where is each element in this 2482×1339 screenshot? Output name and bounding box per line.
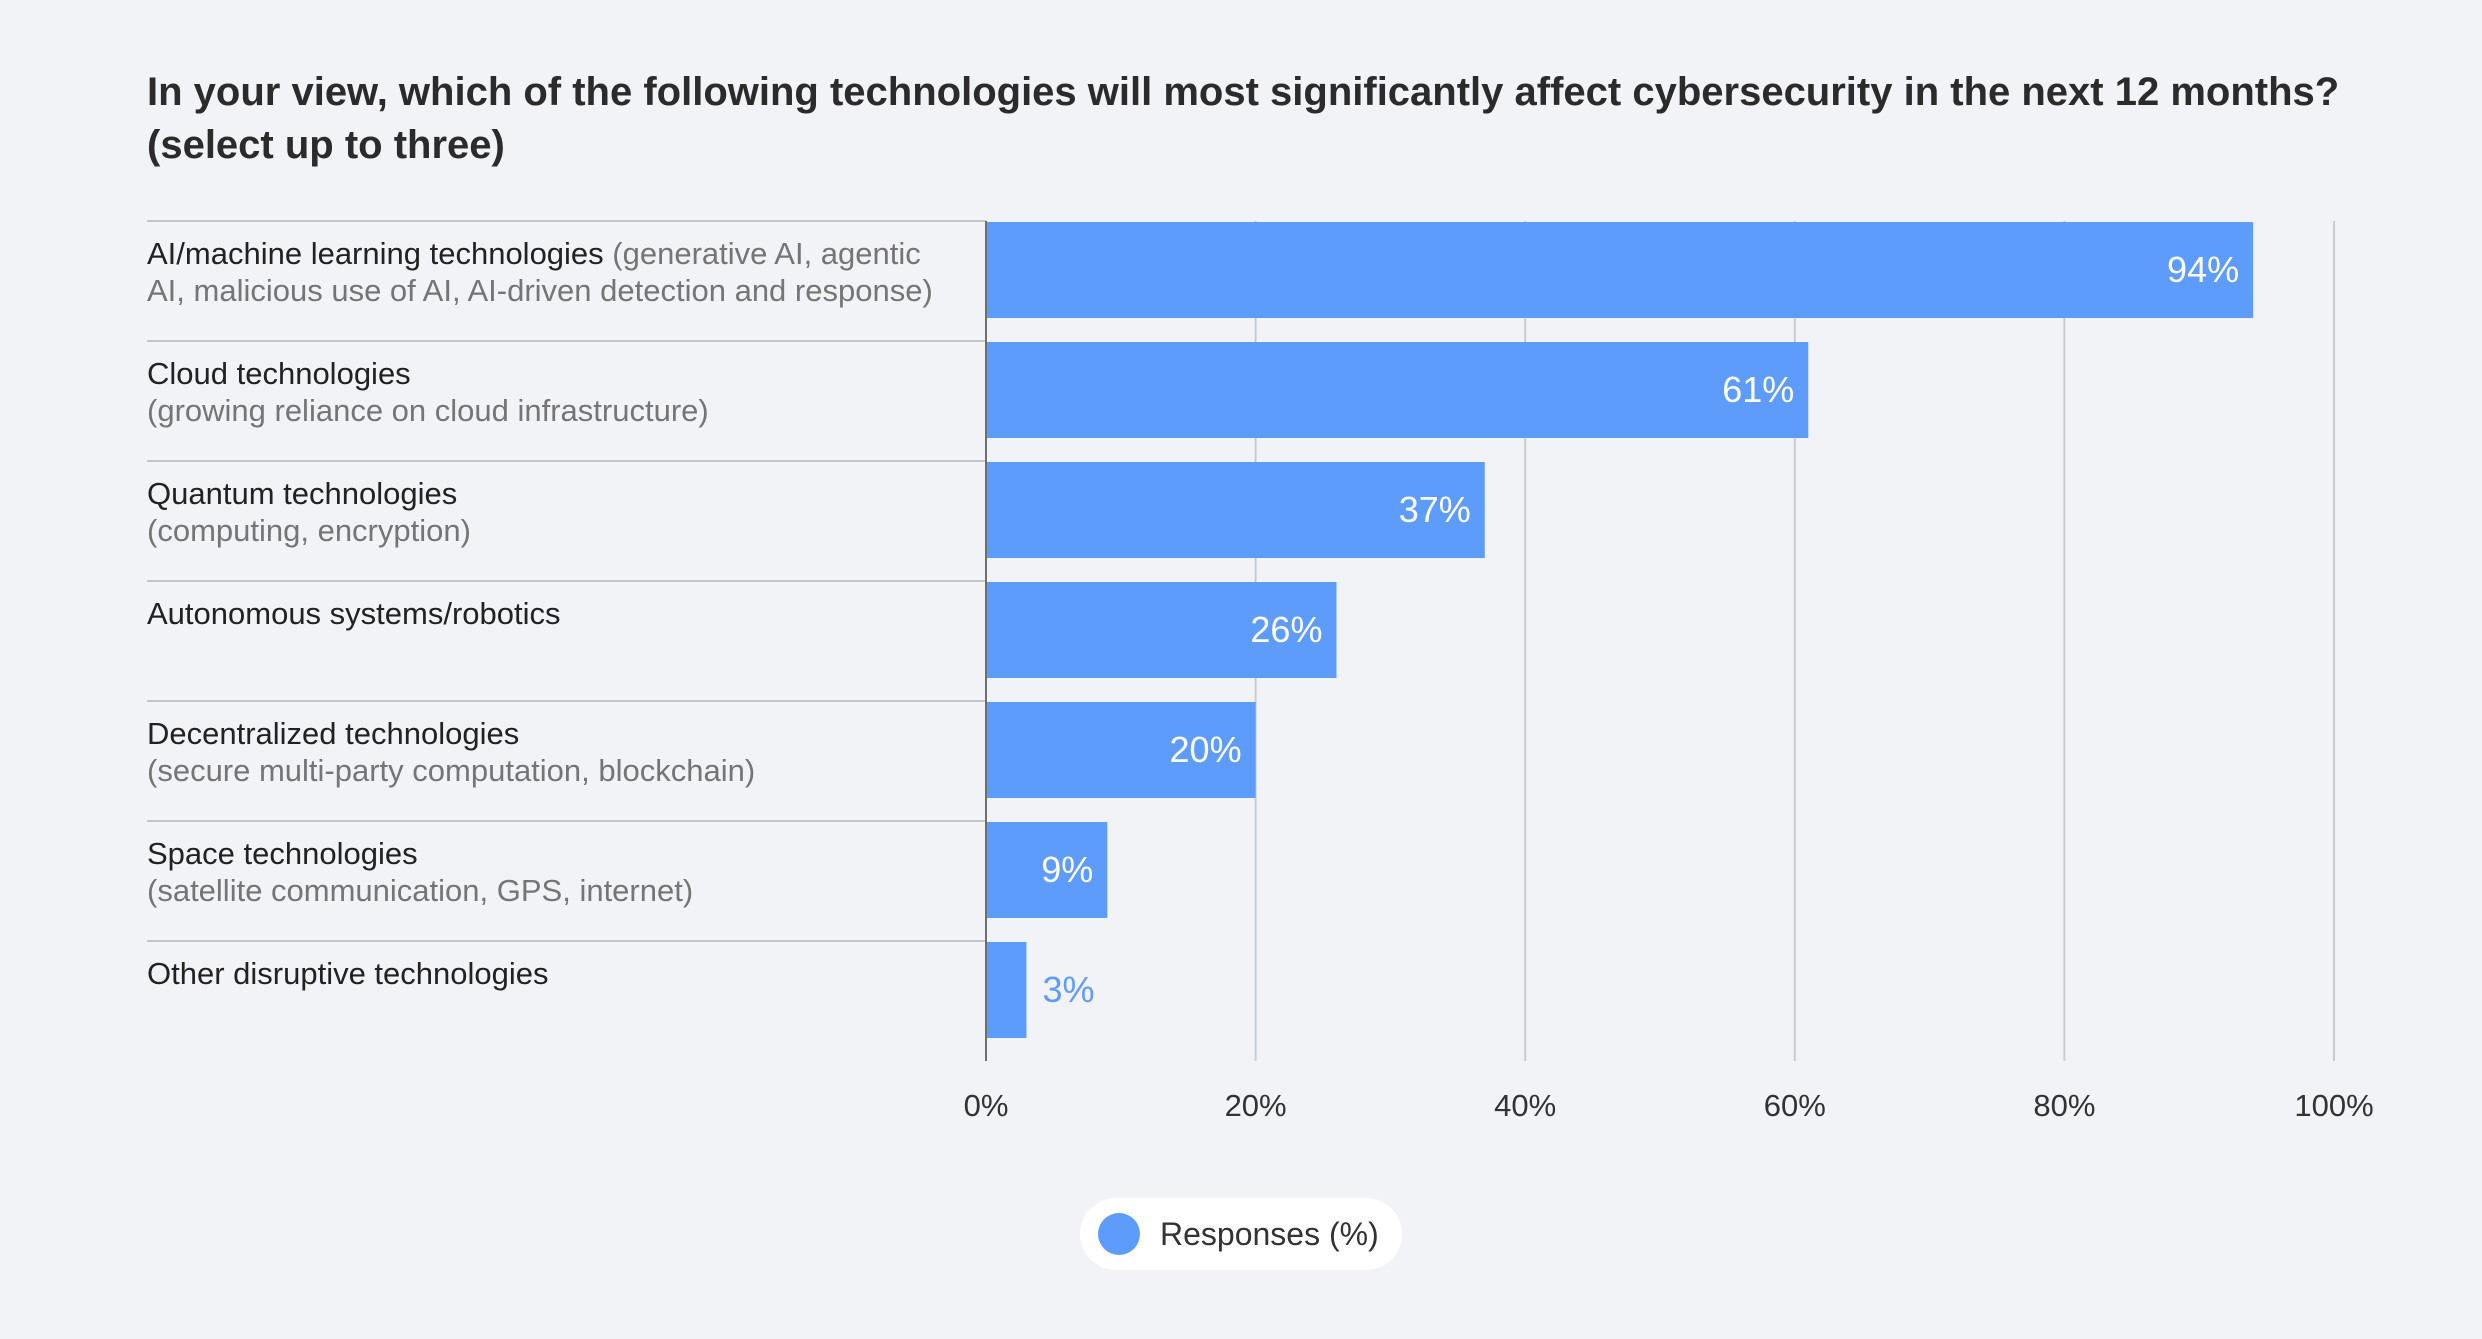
x-tick-label: 60% <box>1763 1088 1826 1123</box>
bar-4 <box>986 702 1256 798</box>
value-label: 61% <box>1722 369 1795 410</box>
category-name: Autonomous systems/robotics <box>147 596 561 631</box>
chart-title: In your view, which of the following tec… <box>147 70 2340 167</box>
bar-5 <box>986 822 1108 918</box>
bar-0 <box>986 222 2254 318</box>
category-name: AI/machine learning technologies <box>147 236 604 271</box>
category-name: Decentralized technologies <box>147 716 520 751</box>
category-label: Other disruptive technologies <box>147 955 549 992</box>
legend-label-responses: Responses (%) <box>1160 1215 1379 1252</box>
value-label: 3% <box>1042 969 1095 1010</box>
bar-6 <box>986 942 1027 1038</box>
x-tick-label: 80% <box>2033 1088 2096 1123</box>
x-tick-label: 20% <box>1224 1088 1287 1123</box>
category-description: (secure multi-party computation, blockch… <box>147 753 756 788</box>
x-tick-label: 40% <box>1494 1088 1557 1123</box>
category-description: (generative AI, agentic AI, malicious use… <box>147 236 933 308</box>
value-label: 37% <box>1398 489 1471 530</box>
bar-2 <box>986 462 1485 558</box>
legend-swatch-responses <box>1098 1213 1140 1255</box>
category-label: Decentralized technologies (secure multi-… <box>147 715 755 789</box>
category-name: Other disruptive technologies <box>147 956 549 991</box>
category-description: (computing, encryption) <box>147 513 471 548</box>
category-name: Space technologies <box>147 836 418 871</box>
category-description: (growing reliance on cloud infrastructur… <box>147 393 709 428</box>
category-label: Quantum technologies (computing, encrypti… <box>147 475 471 549</box>
bar-3 <box>986 582 1337 678</box>
category-label: Cloud technologies (growing reliance on c… <box>147 355 709 429</box>
category-label: Space technologies (satellite communicati… <box>147 835 693 909</box>
bar-1 <box>986 342 1809 438</box>
legend: Responses (%) <box>1080 1198 1402 1270</box>
category-label: Autonomous systems/robotics <box>147 595 561 632</box>
category-description: (satellite communication, GPS, internet) <box>147 873 694 908</box>
value-label: 9% <box>1041 849 1094 890</box>
value-label: 20% <box>1169 729 1242 770</box>
x-tick-label: 0% <box>963 1088 1009 1123</box>
category-name: Quantum technologies <box>147 476 458 511</box>
value-label: 94% <box>2167 249 2240 290</box>
category-label: AI/machine learning technologies (genera… <box>147 235 933 309</box>
category-name: Cloud technologies <box>147 356 411 391</box>
value-label: 26% <box>1250 609 1323 650</box>
x-tick-label: 100% <box>2294 1088 2374 1123</box>
